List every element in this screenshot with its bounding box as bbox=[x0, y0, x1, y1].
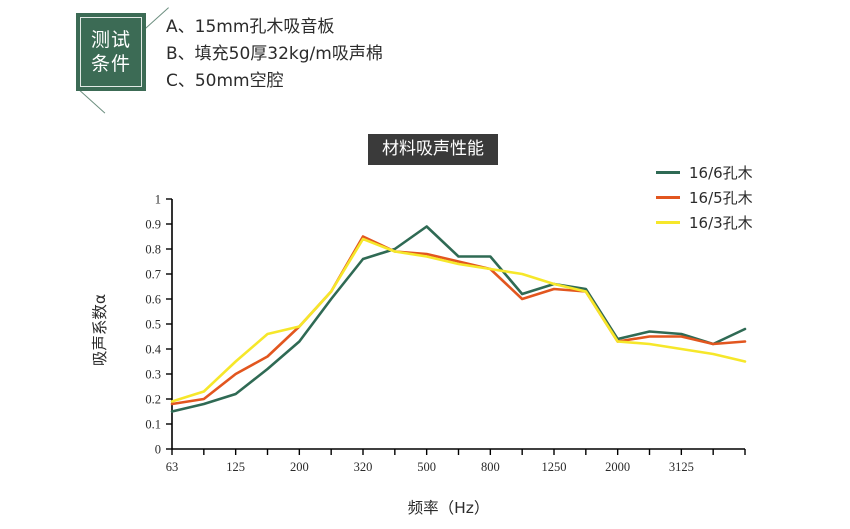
legend-swatch-1 bbox=[656, 196, 680, 199]
chart-legend: 16/6孔木 16/5孔木 16/3孔木 bbox=[656, 160, 836, 235]
series-line-1 bbox=[170, 235, 747, 406]
axes bbox=[171, 199, 745, 450]
plot-area: 1 0.9 0.8 0.7 0.6 0.5 0.4 0.3 0.2 0.1 0 63 125 200 32… bbox=[0, 120, 850, 529]
test-conditions-list: A、15mm孔木吸音板 B、填充50厚32kg/m吸声棉 C、50mm空腔 bbox=[166, 14, 586, 95]
svg-text:320: 320 bbox=[354, 460, 373, 474]
svg-text:0.7: 0.7 bbox=[145, 268, 161, 282]
svg-text:800: 800 bbox=[481, 460, 500, 474]
absorption-chart: 材料吸声性能 16/6孔木 16/5孔木 16/3孔木 1 0.9 0.8 0.7 0.… bbox=[0, 120, 850, 529]
svg-text:0.4: 0.4 bbox=[145, 343, 161, 357]
legend-swatch-2 bbox=[656, 221, 680, 224]
svg-text:2000: 2000 bbox=[605, 460, 630, 474]
svg-text:500: 500 bbox=[417, 460, 436, 474]
svg-text:0.8: 0.8 bbox=[145, 243, 161, 257]
legend-swatch-0 bbox=[656, 171, 680, 174]
legend-entry-0: 16/6孔木 bbox=[656, 160, 836, 185]
svg-text:0.5: 0.5 bbox=[145, 318, 161, 332]
test-conditions-header: 测试 条件 A、15mm孔木吸音板 B、填充50厚32kg/m吸声棉 C、50m… bbox=[0, 0, 850, 120]
svg-text:0.6: 0.6 bbox=[145, 293, 161, 307]
legend-label-2: 16/3孔木 bbox=[689, 214, 753, 232]
svg-text:3125: 3125 bbox=[669, 460, 694, 474]
legend-label-0: 16/6孔木 bbox=[689, 164, 753, 182]
condition-item-b: B、填充50厚32kg/m吸声棉 bbox=[166, 44, 383, 64]
legend-label-1: 16/5孔木 bbox=[689, 189, 753, 207]
x-axis-ticks: 63 125 200 320 500 800 1250 2000 3125 bbox=[166, 449, 746, 474]
svg-text:0: 0 bbox=[155, 443, 161, 457]
badge-line-1: 测试 bbox=[90, 29, 131, 51]
svg-text:0.3: 0.3 bbox=[145, 368, 161, 382]
svg-text:125: 125 bbox=[226, 460, 245, 474]
series-line-2 bbox=[170, 237, 747, 403]
test-conditions-badge: 测试 条件 bbox=[76, 13, 146, 91]
condition-item-a: A、15mm孔木吸音板 bbox=[166, 17, 335, 37]
svg-text:200: 200 bbox=[290, 460, 309, 474]
svg-text:0.9: 0.9 bbox=[145, 218, 161, 232]
svg-text:1: 1 bbox=[155, 193, 161, 207]
x-axis-title: 频率（Hz） bbox=[408, 499, 490, 517]
decorative-slash-bottom bbox=[79, 90, 106, 114]
chart-title-box: 材料吸声性能 bbox=[368, 134, 498, 165]
data-series bbox=[170, 225, 747, 413]
badge-line-2: 条件 bbox=[90, 53, 131, 75]
svg-text:0.1: 0.1 bbox=[145, 418, 161, 432]
series-line-0 bbox=[170, 225, 747, 413]
plot-svg: 1 0.9 0.8 0.7 0.6 0.5 0.4 0.3 0.2 0.1 0 63 125 200 32… bbox=[91, 193, 747, 517]
legend-entry-2: 16/3孔木 bbox=[656, 210, 836, 235]
y-axis-title: 吸声系数α bbox=[91, 294, 109, 366]
svg-text:0.2: 0.2 bbox=[145, 393, 161, 407]
legend-entry-1: 16/5孔木 bbox=[656, 185, 836, 210]
svg-text:1250: 1250 bbox=[542, 460, 567, 474]
condition-item-c: C、50mm空腔 bbox=[166, 71, 284, 91]
y-axis-ticks: 1 0.9 0.8 0.7 0.6 0.5 0.4 0.3 0.2 0.1 0 bbox=[145, 193, 172, 457]
chart-title: 材料吸声性能 bbox=[382, 139, 484, 159]
test-conditions-badge-inner: 测试 条件 bbox=[80, 17, 142, 87]
svg-text:63: 63 bbox=[166, 460, 179, 474]
